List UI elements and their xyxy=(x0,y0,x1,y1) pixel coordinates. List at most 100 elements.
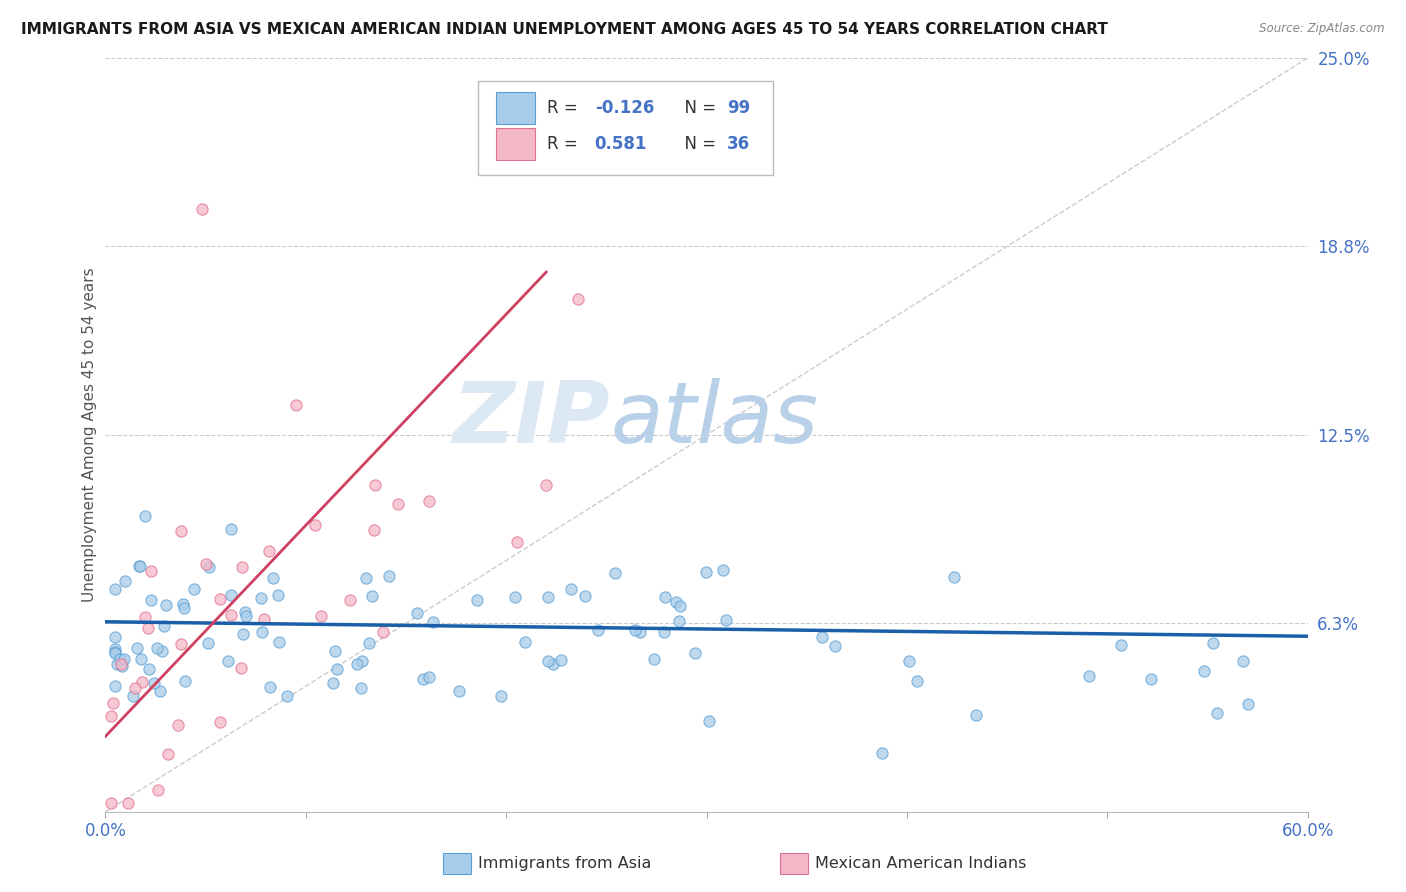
Point xyxy=(586,624,609,638)
Point xyxy=(378,569,401,583)
Bar xyxy=(496,92,534,124)
Point xyxy=(624,624,647,638)
Point xyxy=(541,657,564,671)
Point xyxy=(104,679,127,693)
FancyBboxPatch shape xyxy=(478,80,773,175)
Point xyxy=(628,624,651,639)
Point xyxy=(146,783,169,797)
Point xyxy=(117,796,139,810)
Point xyxy=(250,591,273,605)
Point xyxy=(683,646,706,660)
Point xyxy=(111,658,134,673)
Point xyxy=(284,398,307,412)
Point xyxy=(217,654,239,668)
Text: ZIP: ZIP xyxy=(453,378,610,461)
Point xyxy=(134,610,156,624)
Point xyxy=(231,560,253,574)
Point xyxy=(105,657,128,671)
Point xyxy=(668,614,690,628)
Point xyxy=(209,714,232,729)
Point xyxy=(560,582,582,596)
Point xyxy=(872,746,894,760)
Point xyxy=(574,589,596,603)
Point xyxy=(1236,697,1258,711)
Point xyxy=(406,607,429,621)
Point xyxy=(1202,636,1225,650)
Point xyxy=(110,651,132,665)
Point xyxy=(322,676,344,690)
Point xyxy=(157,747,180,762)
Point xyxy=(122,690,145,704)
Point xyxy=(697,714,720,729)
Point xyxy=(665,595,688,609)
Point xyxy=(304,518,326,533)
Point xyxy=(326,662,349,676)
Text: R =: R = xyxy=(547,135,582,153)
Point xyxy=(654,590,676,604)
Point xyxy=(262,571,284,585)
Point xyxy=(267,588,290,602)
Point xyxy=(1194,664,1216,678)
Point xyxy=(550,652,572,666)
Point xyxy=(104,645,127,659)
Point xyxy=(155,599,177,613)
Text: atlas: atlas xyxy=(610,378,818,461)
Point xyxy=(537,654,560,668)
Point xyxy=(506,535,529,549)
Point xyxy=(233,605,256,619)
Point xyxy=(359,635,381,649)
Point xyxy=(695,565,717,579)
Text: -0.126: -0.126 xyxy=(595,99,654,117)
Point xyxy=(603,566,626,580)
Point xyxy=(669,599,692,613)
Point xyxy=(309,608,332,623)
Point xyxy=(1232,654,1254,668)
Point xyxy=(253,611,276,625)
Point xyxy=(170,637,193,651)
Point xyxy=(350,681,373,695)
Point xyxy=(965,708,987,723)
Point xyxy=(505,591,527,605)
Point xyxy=(387,497,409,511)
Text: N =: N = xyxy=(673,135,721,153)
Point xyxy=(1205,706,1227,721)
Point xyxy=(104,646,127,660)
Point xyxy=(219,588,242,602)
Point xyxy=(149,684,172,698)
Point xyxy=(811,630,834,644)
Point xyxy=(418,670,440,684)
Point xyxy=(101,696,124,710)
Point xyxy=(166,718,188,732)
Point xyxy=(534,478,557,492)
Point xyxy=(235,608,257,623)
Text: Mexican American Indians: Mexican American Indians xyxy=(815,856,1026,871)
Point xyxy=(208,591,231,606)
Point xyxy=(221,607,243,622)
Point xyxy=(104,641,127,656)
Text: Immigrants from Asia: Immigrants from Asia xyxy=(478,856,651,871)
Y-axis label: Unemployment Among Ages 45 to 54 years: Unemployment Among Ages 45 to 54 years xyxy=(82,268,97,602)
Point xyxy=(942,569,965,583)
Point xyxy=(145,641,167,656)
Point xyxy=(354,571,377,585)
Point xyxy=(104,582,127,596)
Point xyxy=(643,652,665,666)
Point xyxy=(183,582,205,596)
Point xyxy=(652,625,675,640)
Point xyxy=(489,689,512,703)
Point xyxy=(412,672,434,686)
Point xyxy=(134,508,156,523)
Point xyxy=(127,640,149,655)
Point xyxy=(138,662,160,676)
Text: N =: N = xyxy=(673,99,721,117)
Point xyxy=(173,673,195,688)
Point xyxy=(139,593,162,607)
Point xyxy=(197,636,219,650)
Point xyxy=(131,675,153,690)
Point xyxy=(364,477,387,491)
Point xyxy=(124,681,146,695)
Point xyxy=(276,689,298,703)
Point xyxy=(190,202,212,216)
Point xyxy=(173,600,195,615)
Bar xyxy=(496,128,534,160)
